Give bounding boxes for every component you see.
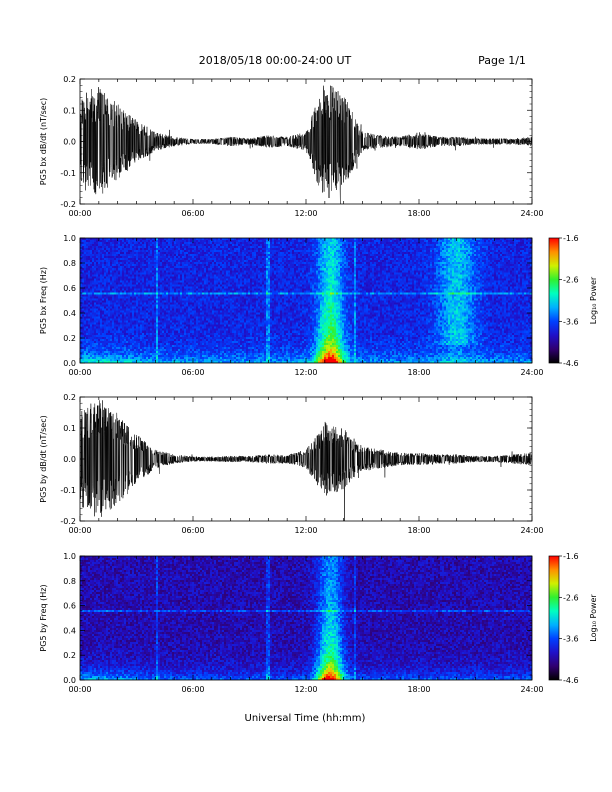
y-tick-label: 1.0 — [63, 552, 76, 561]
bx-timeseries-panel: 00:00 06:00 12:00 18:00 24:00 0.2 0.1 0.0 -0.1 -0… — [39, 75, 544, 218]
x-tick-label: 24:00 — [520, 209, 543, 218]
y-tick-label: 1.0 — [63, 234, 76, 243]
dbdt-trace — [80, 400, 532, 521]
y-tick-label: 0.8 — [63, 577, 76, 586]
y-axis-title: PG5 by dB/dt (nT/sec) — [39, 415, 48, 502]
y-tick-label: -0.1 — [60, 486, 76, 495]
x-tick-label: 18:00 — [407, 368, 430, 377]
x-tick-label: 18:00 — [407, 526, 430, 535]
y-tick-label: -0.2 — [60, 517, 76, 526]
y-tick-label: 0.0 — [63, 138, 76, 147]
x-tick-label: 06:00 — [181, 209, 204, 218]
x-tick-label: 18:00 — [407, 209, 430, 218]
colorbar-tick-label: -2.6 — [563, 276, 579, 285]
colorbar-bx: -1.6 -2.6 -3.6 -4.6 Log₁₀ Power — [548, 234, 598, 368]
x-tick-label: 06:00 — [181, 368, 204, 377]
colorbar-tick-label: -1.6 — [563, 234, 579, 243]
x-tick-label: 00:00 — [68, 685, 91, 694]
y-tick-label: -0.1 — [60, 169, 76, 178]
x-axis-title: Universal Time (hh:mm) — [245, 713, 366, 724]
y-tick-label: 0.0 — [63, 676, 76, 685]
colorbar-tick-label: -1.6 — [563, 552, 579, 561]
x-tick-label: 24:00 — [520, 526, 543, 535]
y-axis-title: PG5 bx Freq (Hz) — [39, 267, 48, 334]
x-tick-label: 06:00 — [181, 685, 204, 694]
y-tick-label: 0.2 — [63, 75, 76, 84]
x-tick-label: 12:00 — [294, 526, 317, 535]
y-tick-label: 0.0 — [63, 359, 76, 368]
colorbar-tick-label: -2.6 — [563, 593, 579, 602]
x-tick-label: 12:00 — [294, 368, 317, 377]
y-tick-label: 0.8 — [63, 259, 76, 268]
colorbar-label: Log₁₀ Power — [589, 276, 598, 324]
y-tick-label: 0.4 — [63, 309, 76, 318]
y-tick-label: 0.1 — [63, 424, 76, 433]
colorbar-label: Log₁₀ Power — [589, 594, 598, 642]
by-timeseries-panel: 00:00 06:00 12:00 18:00 24:00 0.2 0.1 0.0 -0.1 -0… — [39, 393, 544, 535]
spectrogram-image — [80, 556, 532, 680]
y-tick-label: 0.6 — [63, 602, 76, 611]
y-tick-label: 0.4 — [63, 626, 76, 635]
y-tick-label: -0.2 — [60, 200, 76, 209]
dbdt-trace — [80, 85, 532, 204]
by-spectrogram-panel: 00:00 06:00 12:00 18:00 24:00 1.0 0.8 0.6 0.4 0.2… — [39, 552, 544, 694]
header-page: Page 1/1 — [478, 54, 526, 67]
header-date: 2018/05/18 00:00-24:00 UT — [199, 54, 352, 67]
y-tick-label: 0.2 — [63, 334, 76, 343]
y-axis-title: PG5 bx dB/dt (nT/sec) — [39, 98, 48, 185]
colorbar-gradient — [548, 555, 560, 681]
colorbar-tick-label: -3.6 — [563, 635, 579, 644]
colorbar-by: -1.6 -2.6 -3.6 -4.6 Log₁₀ Power — [548, 552, 598, 685]
x-tick-label: 18:00 — [407, 685, 430, 694]
y-tick-label: 0.2 — [63, 393, 76, 402]
spectrogram-image — [80, 238, 532, 363]
colorbar-tick-label: -3.6 — [563, 317, 579, 326]
y-tick-label: 0.6 — [63, 284, 76, 293]
y-tick-label: 0.1 — [63, 106, 76, 115]
x-tick-label: 24:00 — [520, 368, 543, 377]
y-tick-label: 0.2 — [63, 651, 76, 660]
x-tick-label: 06:00 — [181, 526, 204, 535]
x-tick-label: 12:00 — [294, 209, 317, 218]
colorbar-gradient — [548, 237, 560, 364]
x-tick-label: 00:00 — [68, 368, 91, 377]
y-axis-title: PG5 by Freq (Hz) — [39, 584, 48, 651]
x-tick-label: 12:00 — [294, 685, 317, 694]
x-tick-label: 00:00 — [68, 209, 91, 218]
colorbar-tick-label: -4.6 — [563, 359, 579, 368]
bx-spectrogram-panel: 00:00 06:00 12:00 18:00 24:00 1.0 0.8 0.6 0.4 0.2… — [39, 234, 544, 377]
y-tick-label: 0.0 — [63, 455, 76, 464]
colorbar-tick-label: -4.6 — [563, 676, 579, 685]
x-tick-label: 24:00 — [520, 685, 543, 694]
x-tick-label: 00:00 — [68, 526, 91, 535]
